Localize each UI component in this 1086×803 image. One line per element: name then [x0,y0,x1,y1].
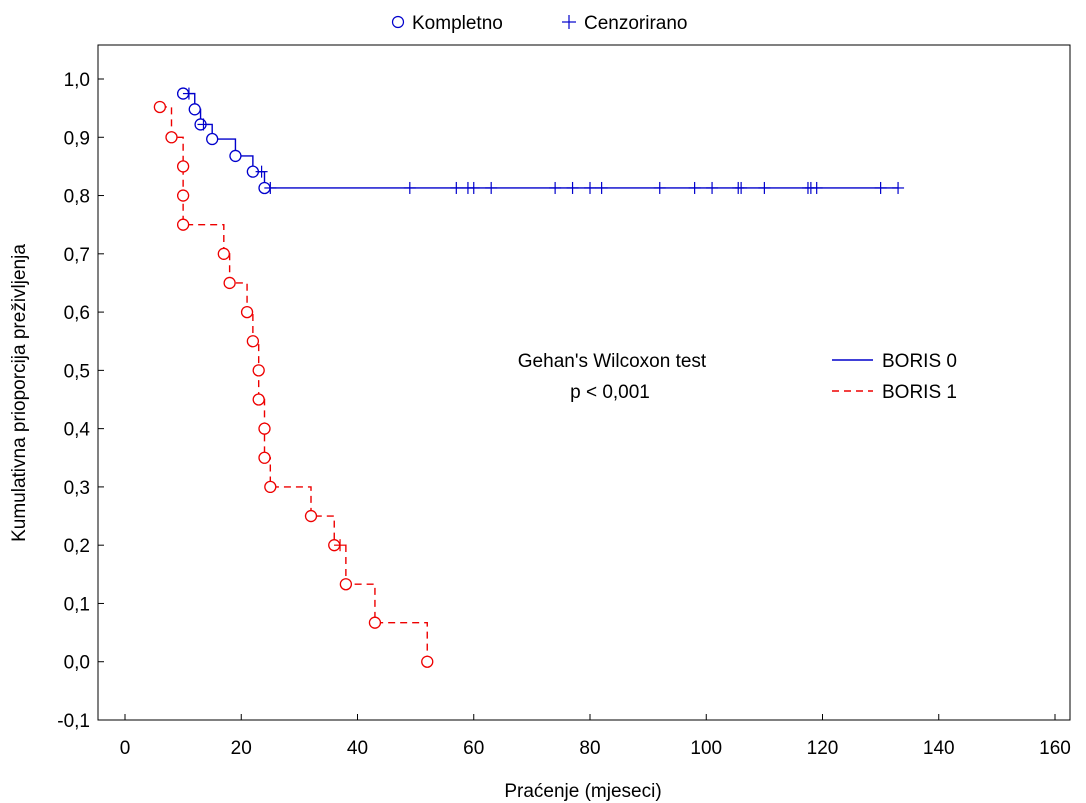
y-axis-label: Kumulativna prioporcija preživljenja [9,244,30,542]
x-tick-label: 100 [690,738,722,759]
x-tick-label: 80 [579,738,600,759]
event-point [176,218,190,231]
y-tick-label: 0,4 [64,420,91,441]
p-value-annotation: p < 0,001 [570,382,650,403]
x-tick-label: 140 [923,738,955,759]
y-tick-label: 0,8 [64,187,90,208]
series-boris-1 [153,100,434,668]
x-tick-label: 0 [120,738,131,759]
event-point [176,189,190,202]
y-tick-label: 0,7 [64,245,90,266]
censored-point [810,181,823,194]
censored-point [758,181,771,194]
survival-curve [182,90,899,189]
censored-point [467,181,480,194]
survival-curve [159,106,428,662]
event-point [421,655,434,668]
event-point [246,335,260,348]
x-tick-label: 120 [807,738,839,759]
censored-point [197,118,210,131]
plot-area [97,44,1071,721]
censored-point [264,181,277,194]
censored-point [584,181,596,194]
event-point [264,480,277,494]
event-point [165,131,178,144]
legend-label-boris1: BORIS 1 [882,382,957,403]
axes: 0 20 40 60 80 100 120 140 160 -0,1 0,0 0,1 0,2 0,3 0,4… [57,70,1071,759]
event-point [229,149,242,163]
censored-point [334,539,347,552]
event-point [153,100,167,114]
event-point [240,305,254,319]
event-point [188,103,201,116]
event-point [252,393,265,406]
censored-point [182,87,195,100]
event-point [252,364,265,377]
series-legend: BORIS 0 BORIS 1 [832,351,957,403]
censored-point [450,181,463,194]
event-point [304,509,318,523]
censored-point [595,181,608,194]
x-tick-label: 60 [463,738,484,759]
censored-point [874,181,887,194]
y-tick-label: 0,6 [64,303,90,324]
censored-point [255,165,268,178]
y-tick-label: -0,1 [57,711,90,732]
y-tick-label: 0,5 [64,361,90,382]
legend-label-boris0: BORIS 0 [882,351,957,372]
y-tick-label: 0,9 [64,128,90,149]
x-axis-label: Praćenje (mjeseci) [504,781,661,802]
censored-marker-icon [562,15,576,29]
event-point [176,160,190,173]
censored-point [688,181,701,194]
event-point [258,451,271,464]
y-tick-label: 0,1 [64,594,90,615]
y-tick-label: 1,0 [64,70,90,91]
event-point [258,422,271,435]
censored-point [706,181,719,194]
y-tick-label: 0,0 [64,653,90,674]
x-tick-label: 40 [347,738,368,759]
complete-marker-icon [391,15,405,29]
test-name-annotation: Gehan's Wilcoxon test [518,351,707,372]
event-point [206,132,219,146]
series-boris-0 [176,87,905,195]
censored-point [653,181,666,194]
y-tick-label: 0,2 [64,536,90,557]
censored-point [735,181,748,194]
legend-censored-label: Cenzorirano [584,13,688,34]
censored-point [403,181,416,194]
legend-complete-label: Kompletno [412,13,503,34]
top-legend: Kompletno Cenzorirano [391,13,688,34]
event-point [339,578,353,591]
x-tick-label: 160 [1039,738,1071,759]
x-tick-label: 20 [231,738,252,759]
series-layer [153,87,905,668]
censored-point [485,181,498,194]
event-point [368,616,382,629]
censored-point [549,181,562,194]
censored-point [566,181,579,194]
censored-point [892,181,905,194]
y-tick-label: 0,3 [64,478,90,499]
event-point [217,247,230,260]
event-point [223,276,236,290]
